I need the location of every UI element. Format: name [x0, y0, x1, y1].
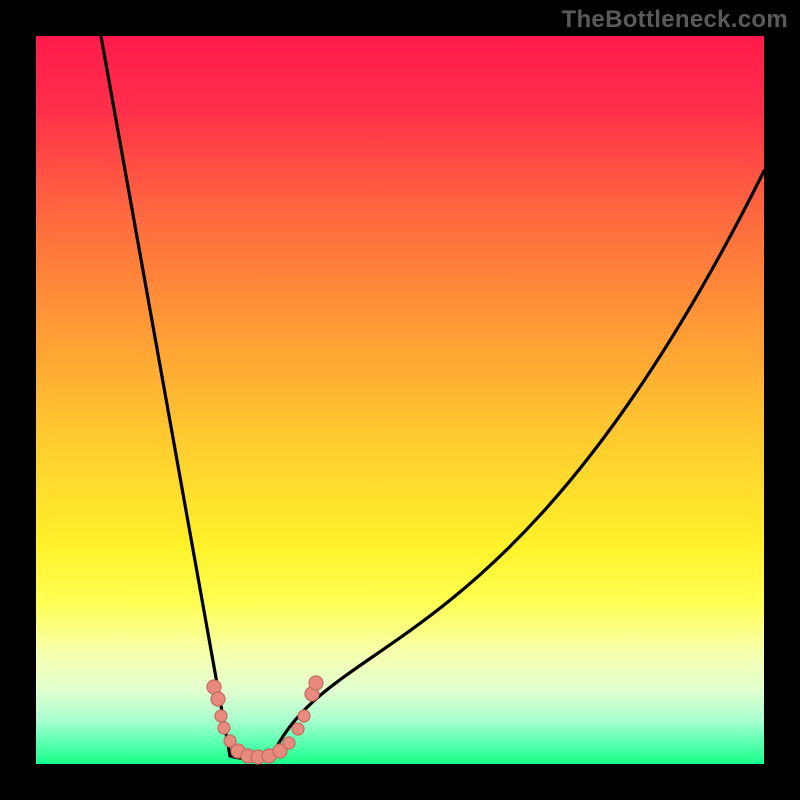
trough-marker — [211, 692, 225, 706]
trough-marker — [298, 710, 310, 722]
gradient-background — [36, 36, 764, 764]
trough-marker — [283, 737, 295, 749]
watermark-text: TheBottleneck.com — [562, 6, 788, 34]
trough-marker — [309, 676, 323, 690]
chart-frame: TheBottleneck.com — [0, 0, 800, 800]
bottleneck-curve-plot — [0, 0, 800, 800]
trough-marker — [292, 723, 304, 735]
trough-marker — [218, 722, 230, 734]
trough-marker — [215, 710, 227, 722]
